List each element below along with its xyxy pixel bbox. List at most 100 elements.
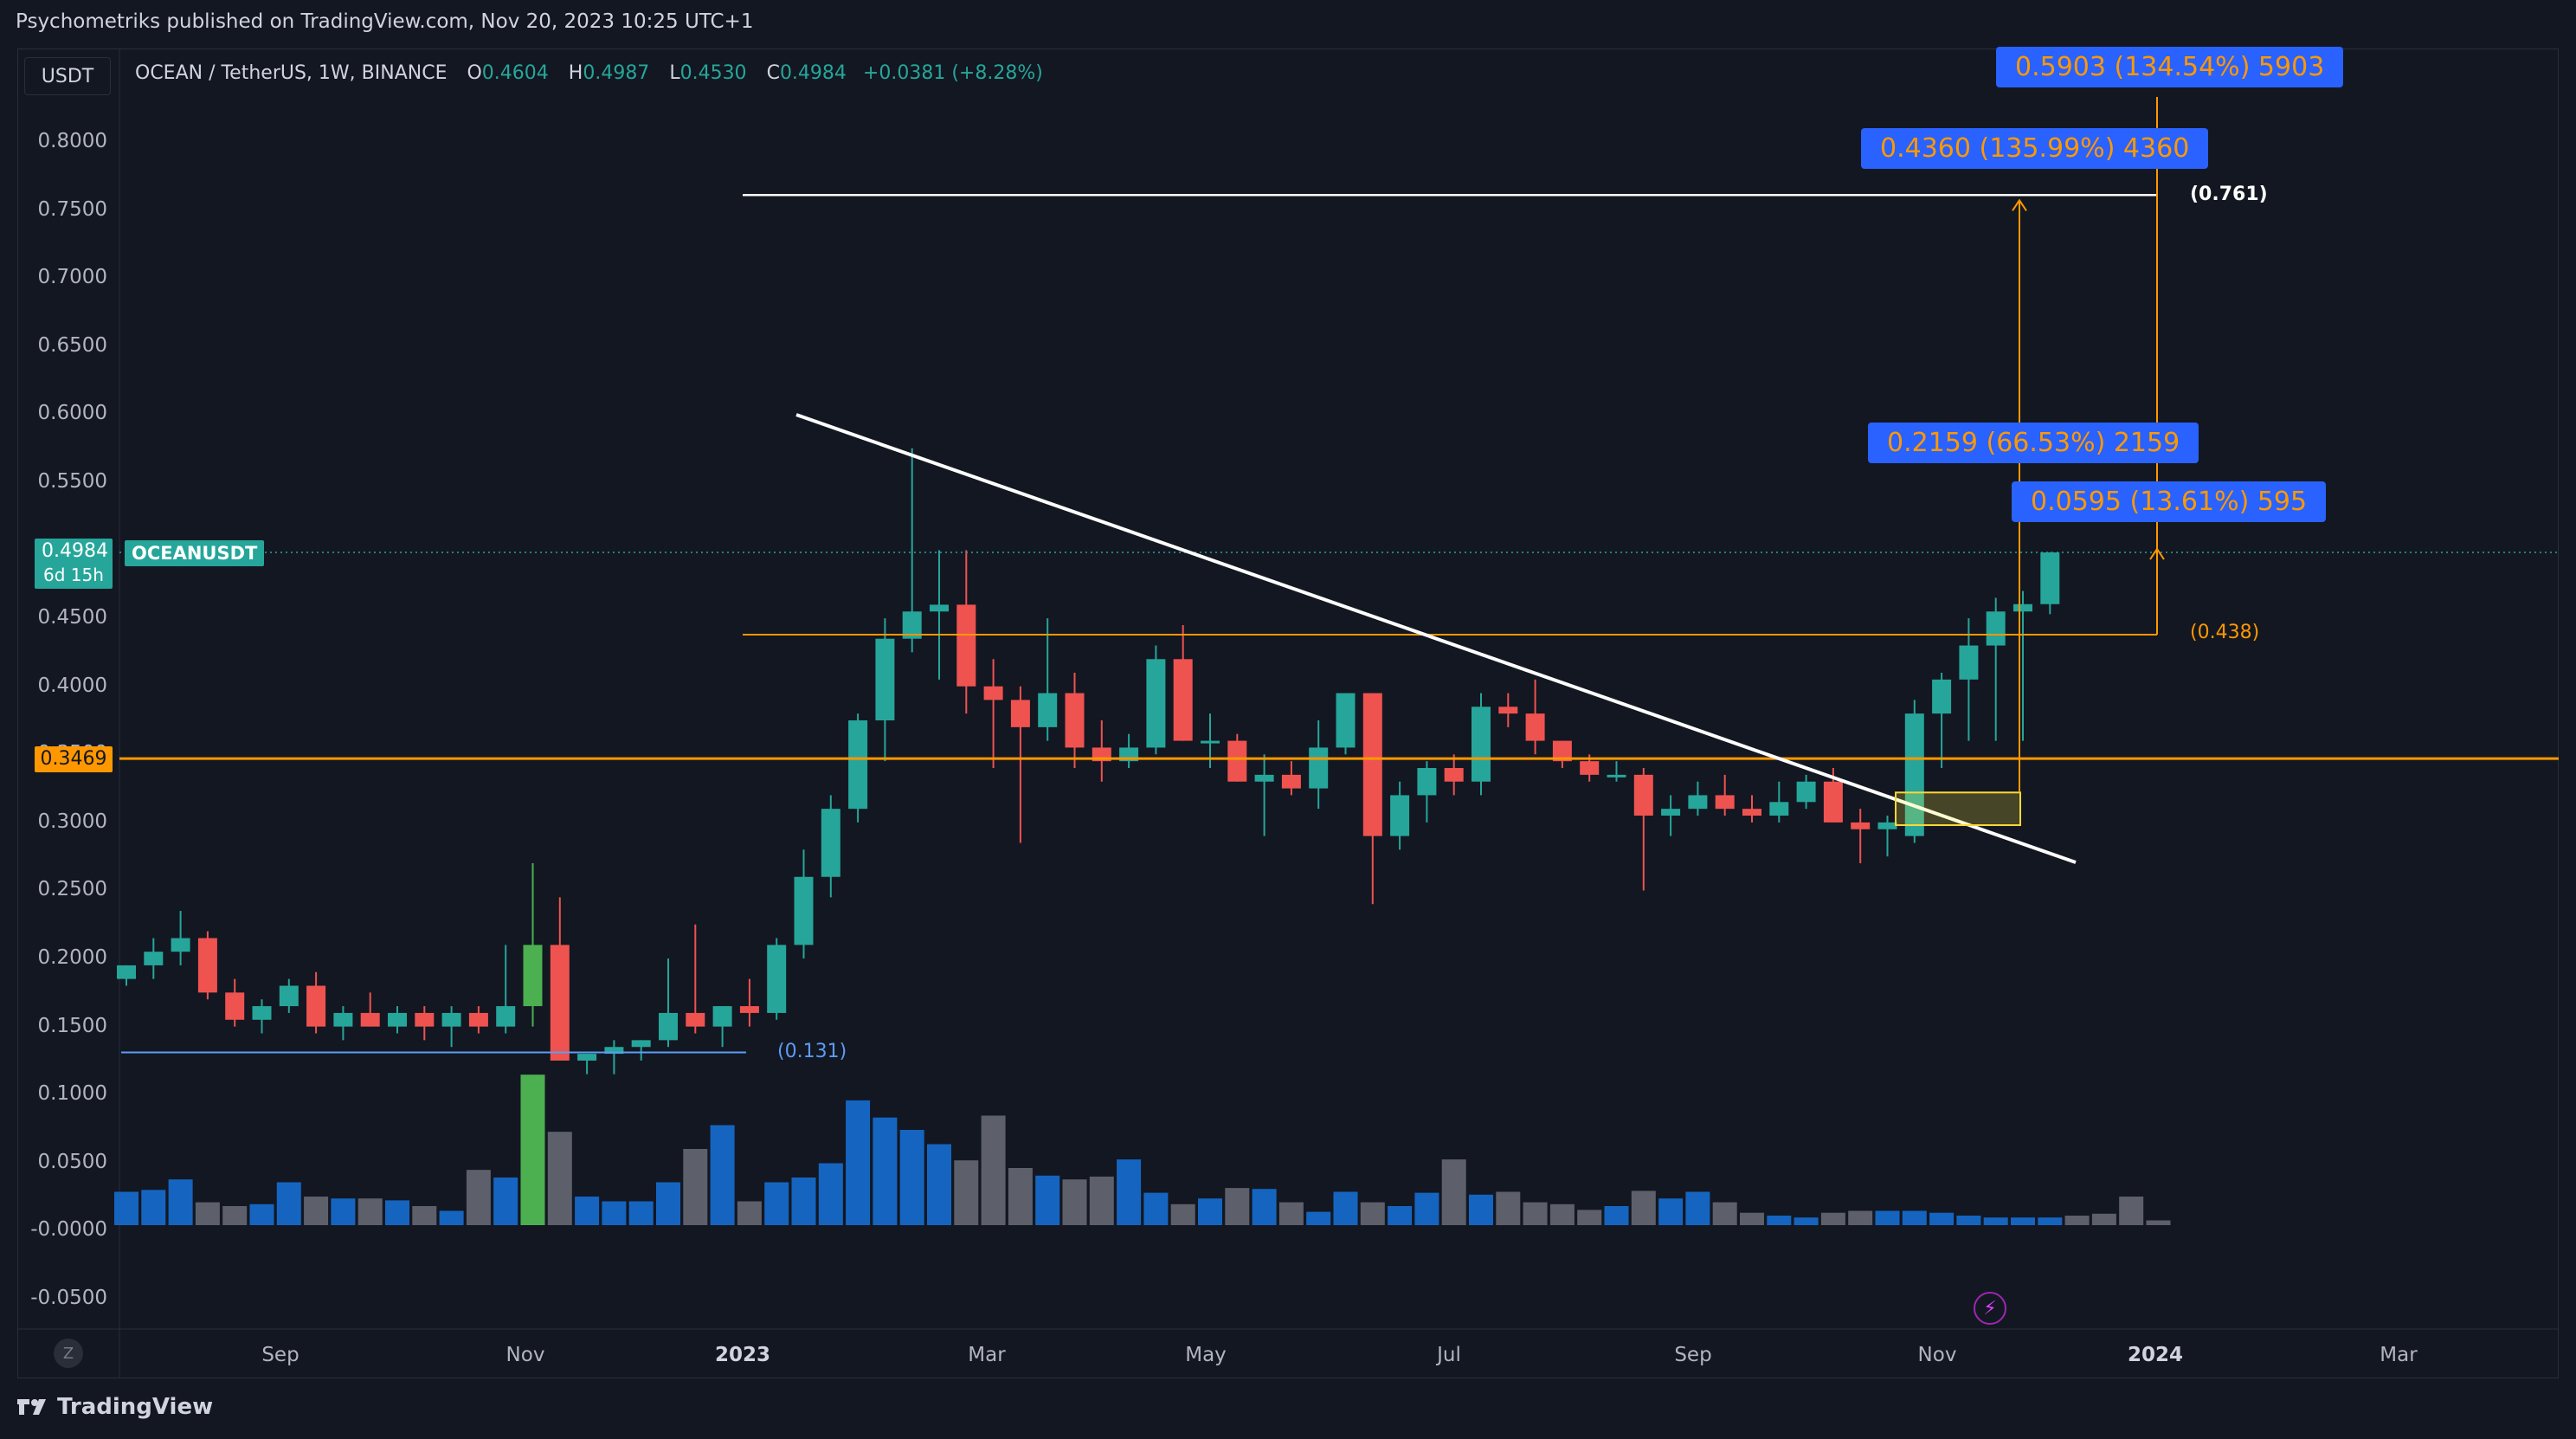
tradingview-logo-icon (17, 1399, 46, 1415)
volume-bar (276, 1182, 301, 1225)
candle-body (712, 1006, 732, 1027)
volume-bar (2146, 1220, 2171, 1225)
price-tick-label: 0.2500 (37, 878, 107, 901)
volume-bar (2011, 1217, 2035, 1225)
candle-body (983, 686, 1003, 700)
candle-body (1932, 679, 1952, 714)
legend-low-label: L (669, 62, 680, 84)
volume-bar (2038, 1217, 2063, 1225)
volume-bar (1360, 1202, 1385, 1225)
volume-bar (1062, 1179, 1087, 1225)
candle-body (468, 1012, 488, 1027)
measure-label-2[interactable]: 0.4360 (135.99%) 4360 (1861, 128, 2209, 169)
candle-body (333, 1012, 353, 1027)
volume-bar (927, 1144, 951, 1225)
volume-bar (656, 1182, 680, 1225)
candle-body (415, 1012, 435, 1027)
time-tick-label: Sep (1674, 1344, 1712, 1366)
volume-bar (466, 1170, 491, 1225)
volume-bar (1604, 1206, 1629, 1225)
volume-bar (1198, 1198, 1222, 1225)
price-tick-label: 0.7000 (37, 266, 107, 289)
candle-body (388, 1012, 407, 1027)
legend-low: 0.4530 (679, 62, 747, 84)
volume-bar (304, 1197, 329, 1225)
measure-label-1[interactable]: 0.5903 (134.54%) 5903 (1996, 47, 2344, 87)
currency-unit-button[interactable]: USDT (24, 57, 111, 95)
legend-open: 0.4604 (481, 62, 549, 84)
candle-body (360, 1012, 380, 1027)
last-price-tag: 0.4984 6d 15h (35, 539, 113, 589)
volume-bar (1549, 1203, 1575, 1225)
publisher-line: Psychometriks published on TradingView.c… (16, 10, 754, 33)
legend-close: 0.4984 (779, 62, 847, 84)
price-tick-label: 0.1000 (37, 1082, 107, 1106)
candle-body (252, 1006, 272, 1020)
tradingview-logo[interactable]: TradingView (16, 1394, 213, 1420)
volume-bar (1496, 1191, 1521, 1225)
price-tick-label: 0.8000 (37, 130, 107, 152)
candle-body (686, 1012, 705, 1027)
candle-body (1417, 768, 1437, 796)
volume-bar (791, 1178, 816, 1225)
time-tick-label: Sep (261, 1344, 299, 1366)
volume-bar (1333, 1191, 1358, 1225)
candle-body (1986, 611, 2006, 646)
descending-trendline (795, 413, 2077, 864)
price-tick-label: 0.4500 (37, 606, 107, 629)
timezone-z-button[interactable]: Z (54, 1339, 83, 1368)
candle-body (1444, 768, 1464, 782)
volume-bar (493, 1178, 518, 1225)
measure-label-3[interactable]: 0.2159 (66.53%) 2159 (1868, 423, 2199, 463)
candle-body (1201, 740, 1220, 744)
volume-bar (195, 1202, 220, 1225)
candle-body (1498, 707, 1518, 714)
candle-body (1173, 659, 1193, 741)
volume-bar (1929, 1212, 1955, 1225)
candle-body (1309, 747, 1329, 789)
legend-open-label: O (467, 62, 482, 84)
candle-body (577, 1054, 597, 1061)
price-tick-label: 0.1500 (37, 1014, 107, 1037)
price-tick-label: 0.5500 (37, 469, 107, 493)
volume-bar (1008, 1168, 1033, 1225)
candle-body (875, 638, 895, 720)
candle-body (1796, 781, 1816, 803)
candle-body (279, 985, 299, 1007)
volume-bar (1902, 1210, 1927, 1225)
symbol-legend: OCEAN / TetherUS, 1W, BINANCE O0.4604 H0… (135, 62, 1043, 84)
candle-body (1390, 795, 1410, 836)
candle-body (930, 604, 949, 612)
volume-bar (439, 1210, 464, 1225)
lightning-icon[interactable]: ⚡ (1974, 1292, 2006, 1325)
time-tick-label: Jul (1437, 1344, 1461, 1366)
volume-bar (1685, 1191, 1710, 1225)
candle-body (1877, 822, 1897, 829)
bar-countdown: 6d 15h (43, 565, 104, 585)
candle-body (1281, 774, 1301, 789)
volume-bar (1577, 1210, 1602, 1225)
time-tick-label: Nov (1917, 1344, 1957, 1366)
measure-label-4[interactable]: 0.0595 (13.61%) 595 (2012, 481, 2327, 522)
price-tick-label: 0.6000 (37, 402, 107, 425)
legend-high-label: H (568, 62, 583, 84)
legend-change: +0.0381 (+8.28%) (862, 62, 1043, 84)
candle-body (1742, 809, 1761, 816)
chart-pane[interactable] (17, 48, 2559, 1378)
candle-body (1010, 700, 1030, 727)
volume-bar (683, 1149, 708, 1225)
volume-bar (412, 1206, 437, 1225)
volume-bar (1794, 1217, 1819, 1225)
volume-bar (1252, 1189, 1277, 1225)
last-price-value: 0.4984 (42, 540, 108, 562)
volume-bar (141, 1190, 166, 1225)
volume-bar (1740, 1212, 1764, 1225)
candle-body (1661, 809, 1681, 816)
price-tick-label: 0.0500 (37, 1150, 107, 1173)
candle-body (441, 1012, 461, 1027)
price-tick-label: 0.2000 (37, 946, 107, 970)
volume-bar (818, 1163, 843, 1225)
volume-bar (2091, 1213, 2116, 1225)
volume-bar (954, 1160, 979, 1225)
